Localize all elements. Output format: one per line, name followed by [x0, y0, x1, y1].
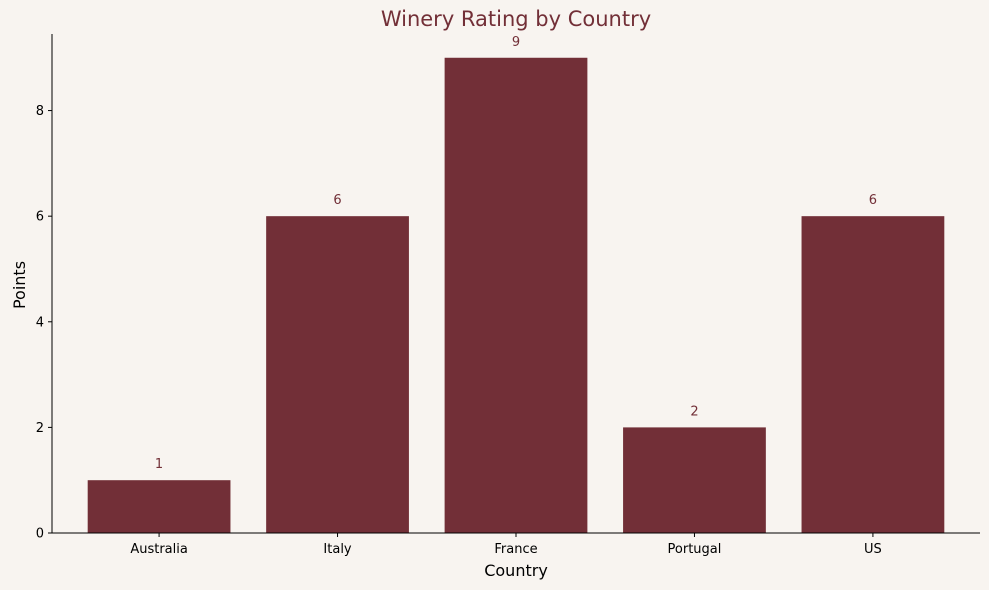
x-axis-label: Country: [484, 561, 548, 580]
bar-portugal: [623, 427, 766, 533]
x-tick-label-italy: Italy: [323, 542, 352, 557]
y-tick-label: 8: [36, 104, 44, 119]
y-tick-label: 4: [36, 315, 44, 330]
x-tick-label-france: France: [494, 542, 537, 557]
bar-italy: [266, 216, 409, 533]
y-axis-label: Points: [10, 261, 29, 309]
data-label-portugal: 2: [690, 404, 698, 419]
x-tick-label-australia: Australia: [130, 542, 188, 557]
y-tick-label: 2: [36, 421, 44, 436]
bar-australia: [87, 480, 231, 533]
data-label-us: 6: [869, 193, 877, 208]
x-axis-ticks: Australia Italy France Portugal US: [130, 533, 882, 557]
y-tick-label: 0: [36, 527, 44, 542]
y-tick-label: 6: [36, 210, 44, 225]
y-axis-ticks: 0 2 4 6 8: [36, 104, 52, 542]
bar-france: [444, 57, 588, 534]
data-label-australia: 1: [155, 457, 163, 472]
x-tick-label-us: US: [864, 542, 882, 557]
chart-title: Winery Rating by Country: [381, 7, 651, 31]
x-tick-label-portugal: Portugal: [668, 542, 722, 557]
bar-us: [801, 216, 945, 533]
data-label-italy: 6: [333, 193, 341, 208]
data-label-france: 9: [512, 35, 520, 50]
